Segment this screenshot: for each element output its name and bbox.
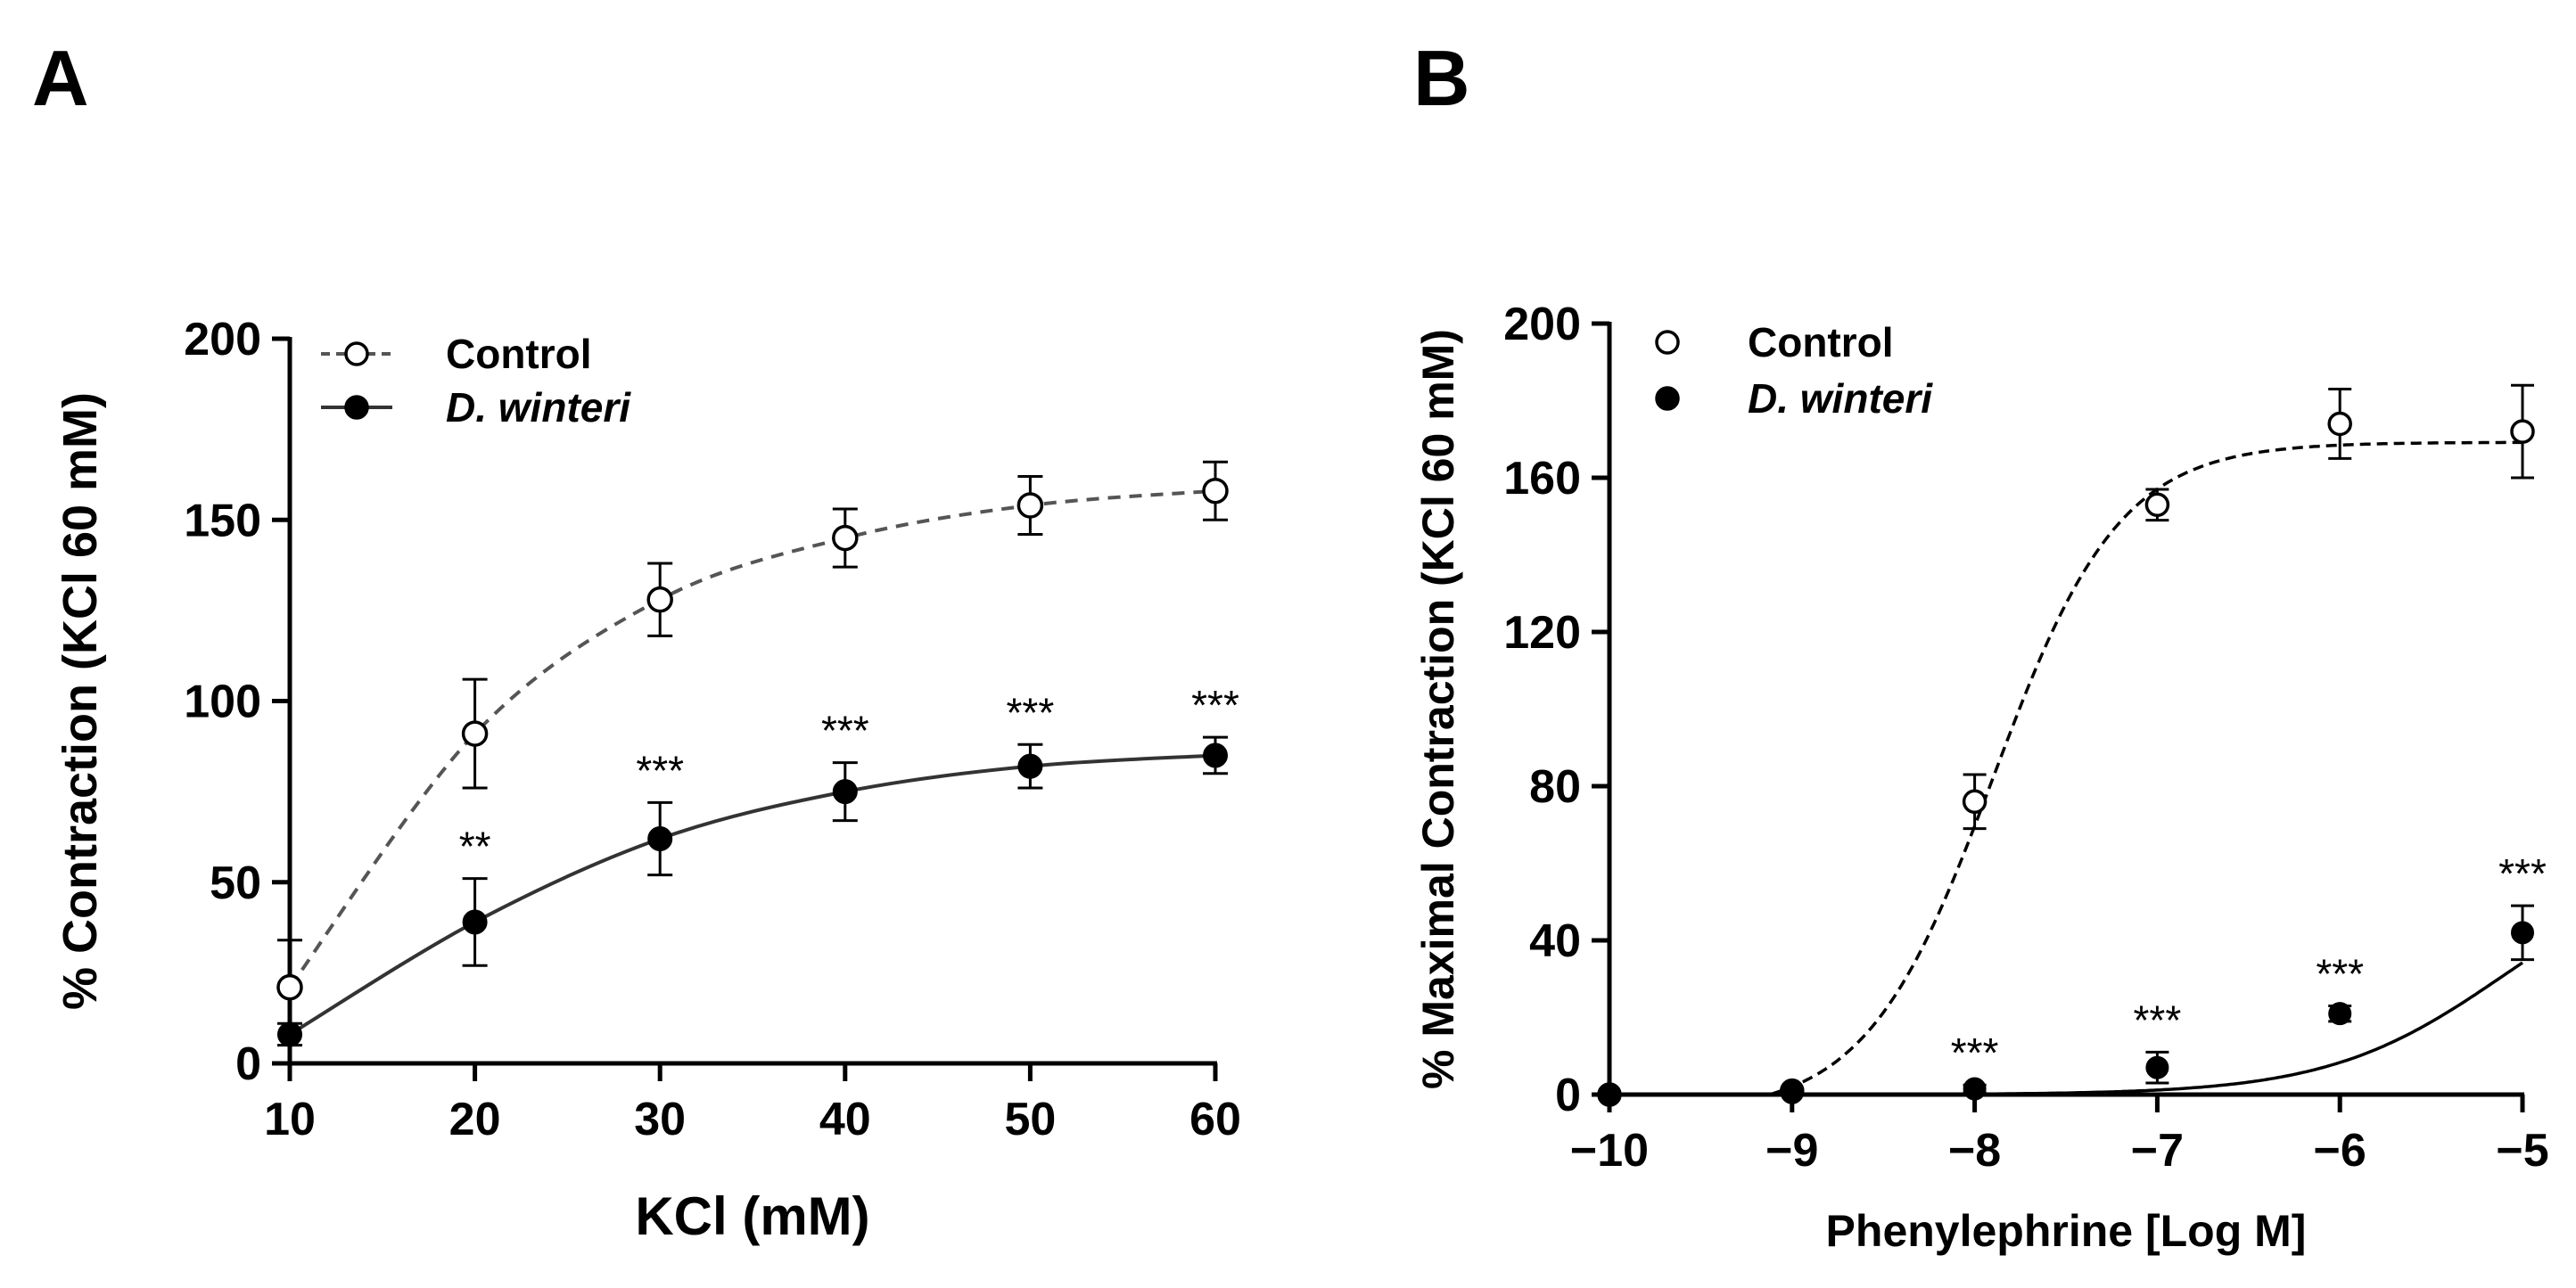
x-tick-label: −7 — [2131, 1125, 2184, 1177]
y-tick-label: 200 — [184, 314, 261, 365]
y-tick-label: 100 — [184, 677, 261, 728]
x-axis-title: Phenylephrine [Log M] — [1826, 1206, 2307, 1256]
legend-marker-control — [1655, 330, 1680, 355]
y-tick-label: 120 — [1503, 607, 1581, 659]
x-tick-label: −10 — [1570, 1125, 1649, 1177]
data-point-control — [646, 586, 673, 613]
data-point-d-winteri — [2145, 1055, 2169, 1079]
data-point-control — [461, 720, 489, 747]
legend-label-control: Control — [1748, 319, 1894, 365]
x-tick-label: −9 — [1765, 1125, 1818, 1177]
data-point-d-winteri — [1017, 753, 1043, 779]
chart-panel-a: 0 50 100 150 200 10 20 30 40 50 60 % Contraction (K… — [53, 314, 1241, 1246]
x-tick-label: −6 — [2314, 1125, 2366, 1177]
y-tick-label: 150 — [184, 495, 261, 546]
x-tick-label: 10 — [264, 1094, 316, 1145]
data-point-control — [832, 524, 859, 552]
x-tick-label: 30 — [634, 1094, 686, 1145]
y-tick-label: 0 — [1555, 1070, 1581, 1121]
panel-letter-b: B — [1413, 34, 1470, 122]
legend-marker-d-winteri — [1655, 386, 1680, 411]
y-tick-label: 40 — [1529, 915, 1581, 967]
legend-label-control: Control — [446, 331, 592, 377]
data-point-d-winteri — [1780, 1080, 1804, 1104]
significance-marker: *** — [1191, 682, 1239, 728]
x-axis-title: KCl (mM) — [635, 1186, 869, 1246]
series-line-d-winteri — [288, 753, 1216, 1037]
x-tick-label: 50 — [1004, 1094, 1056, 1145]
significance-marker: *** — [2316, 951, 2364, 997]
x-tick-label: −8 — [1948, 1125, 2001, 1177]
data-point-d-winteri — [2511, 921, 2534, 945]
legend: Control D. winteri — [321, 331, 631, 431]
x-tick-label: 60 — [1189, 1094, 1241, 1145]
significance-marker: ** — [459, 824, 491, 870]
legend-marker-d-winteri — [344, 395, 369, 420]
data-point-d-winteri — [1963, 1077, 1987, 1101]
data-point-control — [2144, 492, 2170, 518]
y-axis-title: % Maximal Contraction (KCl 60 mM) — [1413, 329, 1463, 1089]
y-tick-label: 50 — [210, 857, 261, 909]
data-point-control — [276, 973, 303, 1001]
data-point-control — [1016, 492, 1044, 519]
series-line-d-winteri — [1791, 961, 2523, 1096]
y-tick-label: 160 — [1503, 453, 1581, 505]
significance-marker: *** — [2498, 850, 2547, 897]
significance-marker: *** — [1007, 689, 1055, 735]
panel-letter-a: A — [32, 34, 89, 122]
data-point-d-winteri — [647, 825, 673, 851]
legend: Control D. winteri — [1655, 319, 1933, 422]
y-tick-label: 0 — [235, 1038, 261, 1090]
data-point-d-winteri — [277, 1021, 302, 1047]
x-tick-label: 20 — [449, 1094, 501, 1145]
x-tick-label: 40 — [819, 1094, 871, 1145]
y-axis-title: % Contraction (KCl 60 mM) — [53, 392, 107, 1010]
chart-panel-b: 0 40 80 120 160 200 −10 −9 −8 −7 −6 −5 % Maximal Con… — [1413, 299, 2549, 1256]
data-point-d-winteri — [1203, 742, 1228, 768]
data-point-d-winteri — [462, 909, 488, 935]
data-point-control — [2510, 419, 2535, 444]
significance-marker: *** — [636, 747, 684, 793]
data-point-control — [2327, 411, 2352, 437]
significance-marker: *** — [821, 708, 869, 754]
data-point-control — [1202, 477, 1229, 505]
data-point-d-winteri — [832, 779, 858, 805]
legend-label-d-winteri: D. winteri — [446, 384, 631, 431]
data-point-d-winteri — [1598, 1083, 1621, 1106]
series-line-control — [1737, 440, 2523, 1096]
series-line-control — [288, 488, 1216, 989]
legend-label-d-winteri: D. winteri — [1748, 375, 1933, 422]
x-tick-label: −5 — [2496, 1125, 2548, 1177]
y-tick-label: 200 — [1503, 299, 1581, 350]
data-point-control — [1962, 789, 1988, 815]
y-tick-label: 80 — [1529, 761, 1581, 813]
significance-marker: *** — [2134, 997, 2182, 1043]
significance-marker: *** — [1951, 1030, 1999, 1076]
data-point-d-winteri — [2328, 1002, 2352, 1026]
legend-marker-control — [344, 341, 369, 366]
